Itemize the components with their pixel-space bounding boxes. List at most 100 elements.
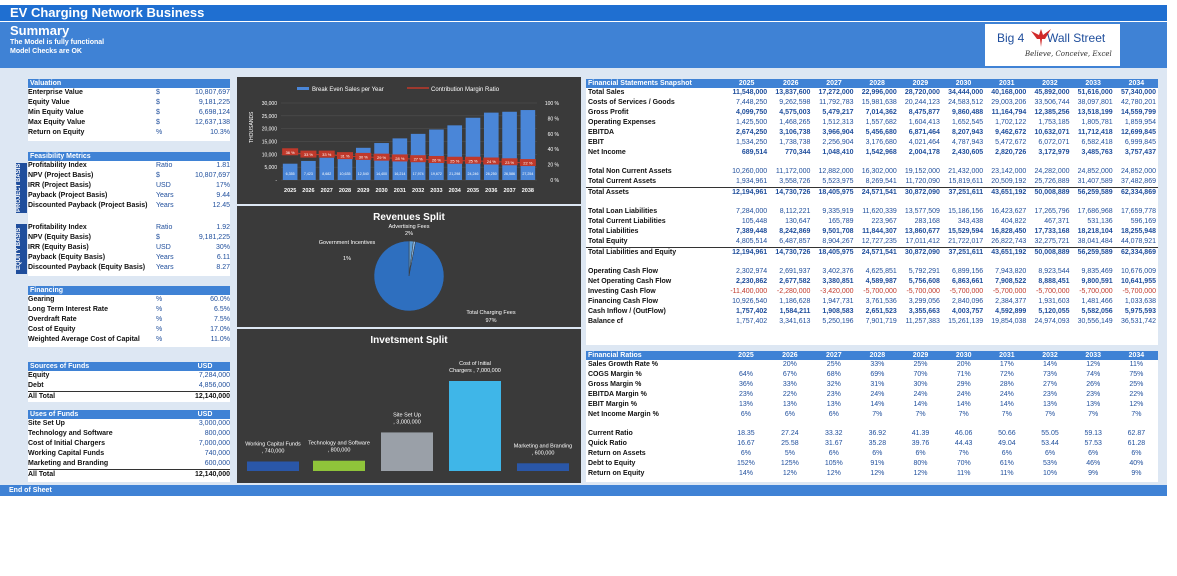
metric-unit: %: [156, 316, 163, 323]
total-value: 12,140,000: [194, 471, 230, 478]
row-label: Total Liabilities and Equity: [586, 247, 724, 258]
valuation-panel: Valuation Enterprise Value $10,807,697 Equ…: [28, 79, 230, 141]
row-label: EBITDA: [588, 129, 615, 136]
metric-value: 6.5%: [214, 306, 230, 313]
value-cell: 8,207,943: [951, 129, 984, 136]
value-cell: 75%: [1129, 371, 1144, 378]
value-cell: 57,340,000: [1120, 89, 1156, 96]
value-cell: 24,571,541: [855, 187, 899, 198]
value-cell: 23%: [1043, 391, 1058, 398]
value-cell: 3,176,680: [865, 139, 897, 146]
value-cell: 17,011,412: [905, 238, 940, 245]
value-cell: 13%: [1043, 401, 1058, 408]
breakeven-bar: [282, 163, 298, 180]
value-cell: 7,901,719: [865, 318, 897, 325]
metric-row: Overdraft Rate% 7.5%: [28, 315, 230, 325]
value-cell: 7%: [872, 411, 883, 418]
value-cell: 19,854,038: [991, 318, 1027, 325]
value-cell: 343,438: [957, 218, 984, 225]
metric-value: 740,000: [204, 450, 230, 457]
table-row: EBITDA 2,674,250 3,106,738 3,966,904 5,456,6…: [586, 128, 1158, 138]
pie-slice: [373, 240, 445, 312]
table-row: EBITDA Margin % 23% 22% 23% 24% 24% 24% 24% 23% 2…: [586, 390, 1158, 400]
value-cell: 6%: [740, 411, 752, 418]
value-cell: 6,863,661: [951, 278, 984, 285]
value-cell: 24,852,000: [1077, 168, 1113, 175]
metric-value: 800,000: [204, 430, 230, 437]
value-cell: 165,789: [828, 218, 854, 225]
value-cell: 14%: [738, 470, 753, 477]
x-tick-label: 2026: [302, 188, 314, 194]
value-cell: -5,700,000: [863, 288, 897, 295]
metric-row: IRR (Project Basis) USD 17%: [28, 181, 230, 191]
value-cell: 2,230,862: [736, 278, 768, 285]
value-cell: 10,641,955: [1120, 278, 1156, 285]
metric-label: Equity: [28, 372, 50, 379]
bar-value-label: 24,246: [468, 172, 479, 176]
value-cell: 68%: [826, 371, 841, 378]
table-row: EBIT Margin % 13% 13% 13% 14% 14% 14% 14% 13% 13%…: [586, 400, 1158, 410]
margin-label-box: [355, 152, 372, 160]
value-cell: 1,604,413: [908, 119, 940, 126]
value-cell: 24,974,093: [1034, 318, 1070, 325]
logo-tagline: Believe, Conceive, Excel: [1025, 50, 1112, 58]
margin-value-label: 30 %: [359, 154, 369, 159]
value-cell: 7%: [1001, 411, 1012, 418]
left-tick-label: 30,000: [262, 101, 278, 107]
metric-value: 6.11: [216, 254, 230, 261]
value-cell: 24,583,512: [948, 99, 984, 106]
slice-value-label: 1%: [343, 256, 351, 262]
feasibility-heading: Feasibility Metrics: [28, 152, 230, 161]
value-cell: 9,860,488: [951, 109, 984, 116]
value-cell: 37,482,869: [1120, 178, 1156, 185]
metric-unit: %: [156, 296, 163, 303]
row-label: Net Income: [588, 149, 626, 156]
table-row: Investing Cash Flow -11,400,000 -2,280,000…: [586, 287, 1158, 297]
value-cell: 12,699,845: [1120, 129, 1156, 136]
metric-unit: %: [156, 306, 163, 313]
table-row: Sales Growth Rate % 20% 25% 33% 25% 20% 17% 14%…: [586, 360, 1158, 370]
right-tick-label: 100 %: [545, 101, 560, 107]
year-header: 2031: [985, 79, 1029, 88]
value-cell: 1,534,250: [736, 139, 768, 146]
metric-row: Discounted Payback (Project Basis) Years 1…: [28, 201, 230, 211]
value-cell: 51,616,000: [1077, 89, 1113, 96]
year-header: 2026: [769, 79, 813, 88]
metric-label: Working Capital Funds: [28, 450, 105, 457]
value-cell: 6%: [872, 450, 883, 457]
value-cell: 11,712,418: [1078, 129, 1113, 136]
logo-wallstreet-text: Wall Street: [1047, 31, 1106, 45]
value-cell: 6%: [784, 411, 795, 418]
value-cell: 9,262,598: [779, 99, 811, 106]
row-label: Current Ratio: [588, 430, 633, 437]
value-cell: 14%: [1043, 361, 1058, 368]
value-cell: 71%: [956, 371, 971, 378]
value-cell: 3,355,663: [908, 308, 940, 315]
value-cell: 24,282,000: [1034, 168, 1070, 175]
metric-label: Marketing and Branding: [28, 460, 109, 467]
metric-unit: Ratio: [156, 162, 173, 169]
value-cell: 17,659,778: [1120, 208, 1156, 215]
year-header: 2027: [811, 351, 856, 360]
app-title: EV Charging Network Business: [10, 5, 205, 20]
value-cell: 57.53: [1084, 440, 1102, 447]
margin-value-label: 26 %: [432, 157, 442, 162]
value-cell: 20%: [782, 361, 797, 368]
breakeven-bar: [429, 129, 444, 180]
value-cell: 1,425,500: [736, 119, 768, 126]
value-cell: 3,380,851: [822, 278, 854, 285]
metric-value: 10,807,697: [194, 172, 230, 179]
value-cell: 31.67: [825, 440, 843, 447]
value-cell: 7,014,362: [865, 109, 897, 116]
value-cell: 4,805,514: [736, 238, 768, 245]
value-cell: 15,186,156: [948, 208, 984, 215]
value-cell: 21,432,000: [948, 168, 984, 175]
value-cell: 36,531,742: [1120, 318, 1156, 325]
slice-value-label: 97%: [485, 318, 496, 324]
x-tick-label: 2033: [430, 188, 442, 194]
value-cell: 1,033,638: [1124, 298, 1156, 305]
value-cell: 1,931,603: [1038, 298, 1070, 305]
metric-label: Weighted Average Cost of Capital: [28, 336, 140, 343]
value-cell: 35.28: [868, 440, 887, 447]
